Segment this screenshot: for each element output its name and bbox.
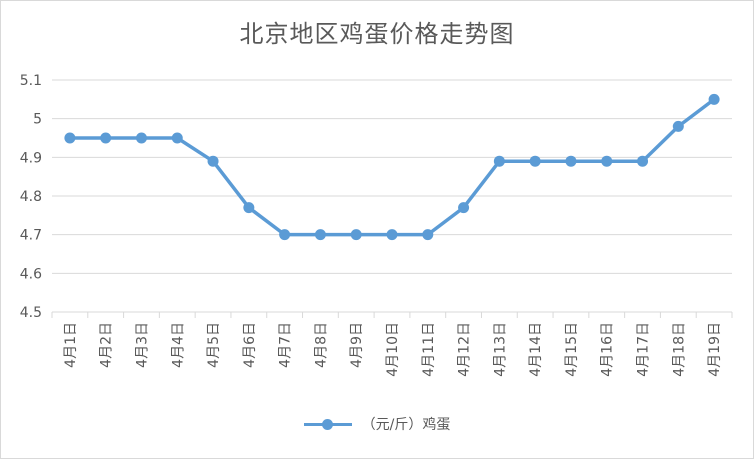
- series-line: [68, 97, 716, 237]
- data-point: [314, 229, 326, 241]
- x-tick-label: 4月16日: [600, 322, 616, 377]
- x-tick-label: 4月3日: [134, 322, 150, 368]
- x-tick-label: 4月6日: [242, 322, 258, 368]
- x-tick-label: 4月8日: [313, 322, 329, 368]
- data-point: [279, 229, 291, 241]
- legend: （元/斤）鸡蛋: [0, 414, 754, 434]
- y-tick-label: 4.6: [20, 266, 42, 282]
- data-point: [458, 202, 470, 214]
- data-point: [171, 132, 183, 144]
- x-tick-label: 4月7日: [278, 322, 294, 368]
- y-tick-label: 4.7: [20, 228, 42, 244]
- x-tick-label: 4月4日: [170, 322, 186, 368]
- x-tick-label: 4月11日: [421, 322, 437, 377]
- data-point: [135, 132, 147, 144]
- x-tick-label: 4月19日: [707, 322, 723, 377]
- x-tick-label: 4月10日: [385, 322, 401, 377]
- x-tick-label: 4月2日: [99, 322, 115, 368]
- data-point: [493, 155, 505, 167]
- data-point: [565, 155, 577, 167]
- y-tick-label: 4.5: [20, 305, 42, 321]
- data-point: [64, 132, 76, 144]
- x-tick-label: 4月5日: [206, 322, 222, 368]
- legend-label: （元/斤）鸡蛋: [361, 417, 451, 433]
- data-point: [100, 132, 112, 144]
- x-tick-label: 4月17日: [636, 322, 652, 377]
- data-point: [386, 229, 398, 241]
- data-point: [243, 202, 255, 214]
- y-tick-label: 4.8: [20, 189, 42, 205]
- data-point: [529, 155, 541, 167]
- x-tick-label: 4月18日: [671, 322, 687, 377]
- x-tick-label: 4月12日: [457, 322, 473, 377]
- y-tick-label: 4.9: [20, 150, 42, 166]
- x-tick-label: 4月1日: [63, 322, 79, 368]
- data-point: [708, 93, 720, 105]
- data-point: [601, 155, 613, 167]
- legend-marker: [303, 418, 352, 430]
- data-point: [637, 155, 649, 167]
- x-tick-label: 4月15日: [564, 322, 580, 377]
- y-tick-label: 5.1: [20, 73, 42, 89]
- data-point: [350, 229, 362, 241]
- chart-title: 北京地区鸡蛋价格走势图: [239, 20, 515, 48]
- x-tick-label: 4月14日: [528, 322, 544, 377]
- x-tick-label: 4月9日: [349, 322, 365, 368]
- x-tick-label: 4月13日: [492, 322, 508, 377]
- data-point: [422, 229, 434, 241]
- y-tick-label: 5: [33, 112, 42, 128]
- data-point: [672, 120, 684, 132]
- data-point: [207, 155, 219, 167]
